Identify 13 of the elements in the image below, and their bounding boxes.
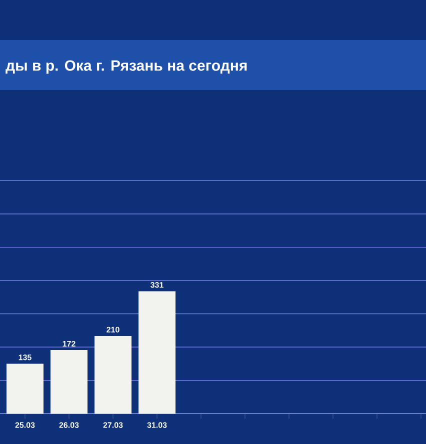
chart-title: ды в р. Ока г. Рязань на сегодня bbox=[6, 60, 247, 74]
data-label: 210 bbox=[106, 326, 120, 332]
bar bbox=[50, 350, 88, 414]
data-label: 172 bbox=[62, 340, 76, 347]
x-tick-label: 27.03 bbox=[103, 422, 123, 428]
bar bbox=[138, 291, 176, 414]
x-tick-label: 26.03 bbox=[59, 422, 79, 428]
x-tick-label: 31.03 bbox=[147, 422, 167, 428]
bar bbox=[94, 336, 132, 414]
x-tick-label: 25.03 bbox=[15, 422, 35, 428]
data-label: 135 bbox=[18, 354, 32, 360]
data-label: 331 bbox=[150, 282, 164, 288]
bar bbox=[6, 364, 44, 414]
